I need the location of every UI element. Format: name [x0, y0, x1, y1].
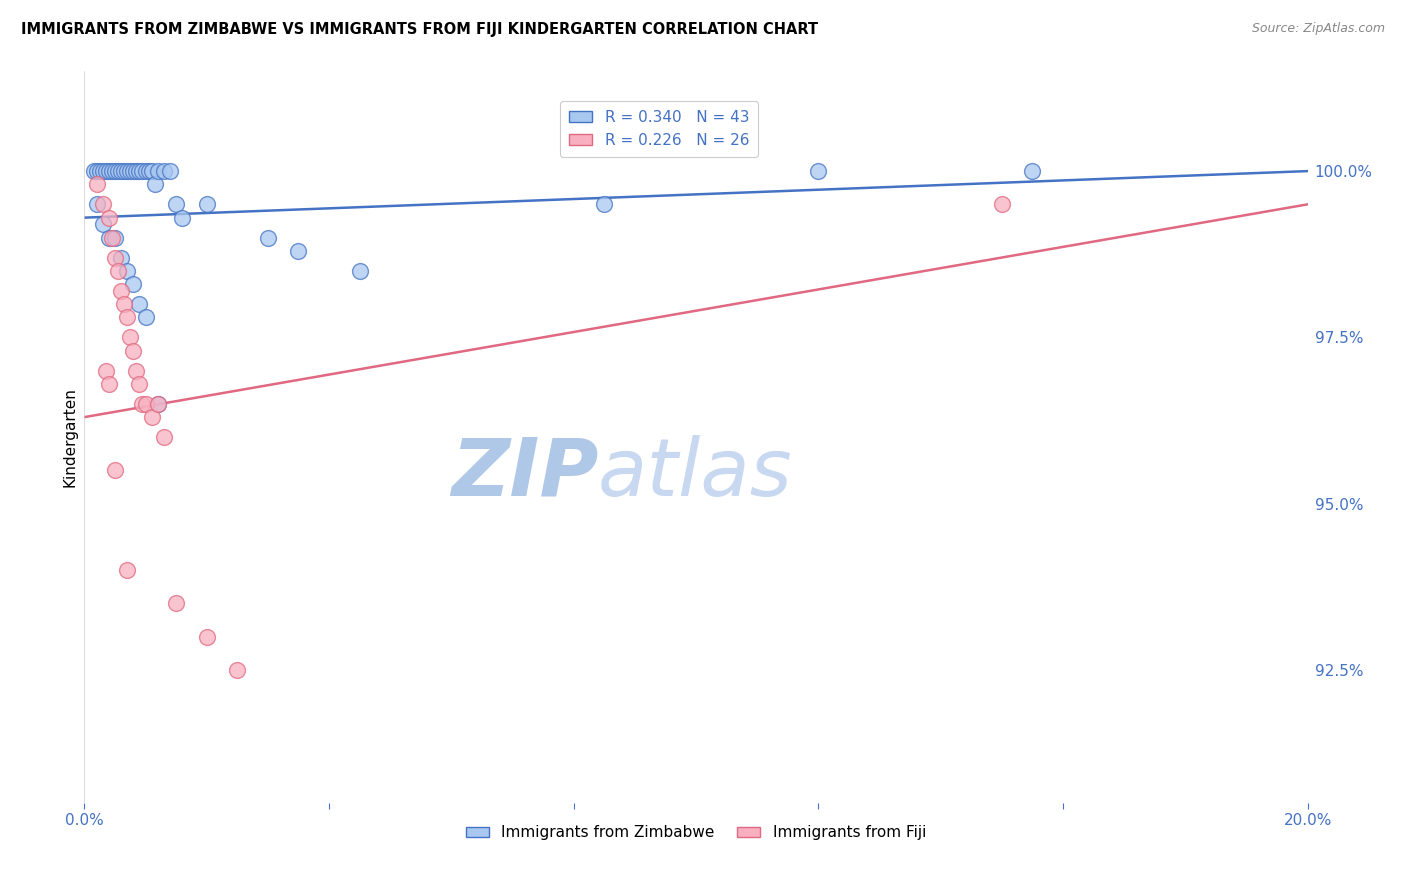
Point — [128, 376, 150, 391]
Legend: Immigrants from Zimbabwe, Immigrants from Fiji: Immigrants from Zimbabwe, Immigrants fro… — [460, 819, 932, 847]
Text: atlas: atlas — [598, 434, 793, 513]
Point — [120, 164, 142, 178]
Point — [115, 563, 138, 577]
Point — [91, 197, 114, 211]
Point — [128, 164, 150, 178]
Point — [138, 164, 160, 178]
Point — [287, 244, 309, 258]
Point — [86, 178, 108, 192]
Point — [115, 264, 138, 278]
Point — [257, 230, 280, 244]
Point — [807, 164, 830, 178]
Point — [165, 596, 187, 610]
Point — [195, 630, 218, 644]
Point — [1021, 164, 1043, 178]
Point — [131, 397, 153, 411]
Point — [104, 251, 127, 265]
Point — [165, 197, 187, 211]
Point — [135, 164, 157, 178]
Point — [83, 164, 105, 178]
Point — [115, 164, 138, 178]
Point — [146, 397, 169, 411]
Point — [153, 430, 176, 444]
Point — [195, 197, 218, 211]
Point — [104, 230, 127, 244]
Point — [101, 230, 124, 244]
Text: ZIP: ZIP — [451, 434, 598, 513]
Point — [135, 397, 157, 411]
Point — [97, 211, 120, 225]
Point — [97, 164, 120, 178]
Point — [89, 164, 111, 178]
Point — [110, 164, 132, 178]
Point — [112, 164, 135, 178]
Point — [91, 217, 114, 231]
Point — [104, 164, 127, 178]
Point — [593, 197, 616, 211]
Point — [94, 363, 117, 377]
Point — [172, 211, 194, 225]
Text: Source: ZipAtlas.com: Source: ZipAtlas.com — [1251, 22, 1385, 36]
Point — [146, 164, 169, 178]
Text: IMMIGRANTS FROM ZIMBABWE VS IMMIGRANTS FROM FIJI KINDERGARTEN CORRELATION CHART: IMMIGRANTS FROM ZIMBABWE VS IMMIGRANTS F… — [21, 22, 818, 37]
Point — [97, 230, 120, 244]
Point — [146, 397, 169, 411]
Point — [120, 330, 142, 344]
Y-axis label: Kindergarten: Kindergarten — [62, 387, 77, 487]
Point — [991, 197, 1014, 211]
Point — [128, 297, 150, 311]
Point — [226, 663, 249, 677]
Point — [104, 463, 127, 477]
Point — [122, 164, 145, 178]
Point — [97, 376, 120, 391]
Point — [135, 310, 157, 325]
Point — [125, 164, 148, 178]
Point — [86, 197, 108, 211]
Point — [141, 164, 163, 178]
Point — [94, 164, 117, 178]
Point — [131, 164, 153, 178]
Point — [153, 164, 176, 178]
Point — [91, 164, 114, 178]
Point — [115, 310, 138, 325]
Point — [122, 343, 145, 358]
Point — [101, 164, 124, 178]
Point — [112, 297, 135, 311]
Point — [110, 251, 132, 265]
Point — [349, 264, 371, 278]
Point — [125, 363, 148, 377]
Point — [107, 164, 129, 178]
Point — [159, 164, 181, 178]
Point — [141, 410, 163, 425]
Point — [107, 264, 129, 278]
Point — [143, 178, 166, 192]
Point — [122, 277, 145, 292]
Point — [110, 284, 132, 298]
Point — [86, 164, 108, 178]
